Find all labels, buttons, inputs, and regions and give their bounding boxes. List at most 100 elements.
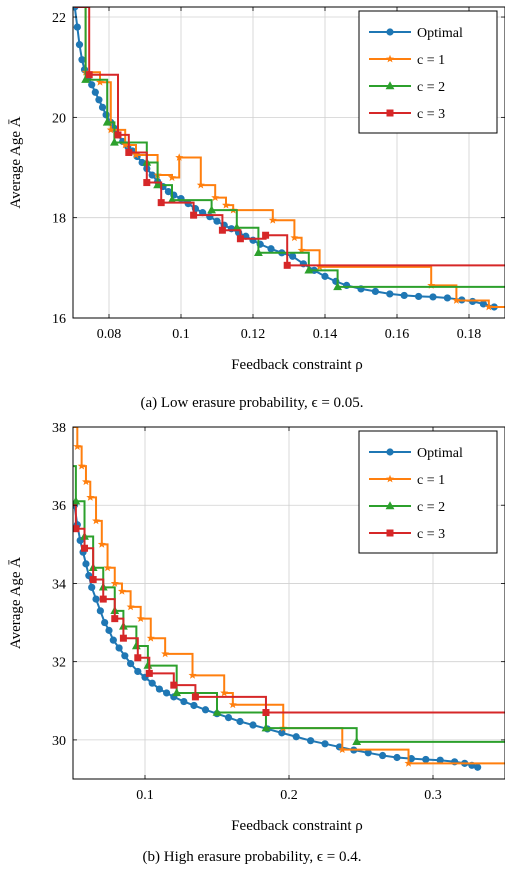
data-point-optimal [371, 287, 379, 296]
plot-area [73, 7, 505, 311]
legend-marker-c3 [386, 529, 394, 537]
chart-a: 0.08 0.1 0.12 0.14 0.16 0.18 16 18 20 22 Feedback … [8, 6, 505, 411]
series-line-c2 [74, 7, 505, 288]
axes-frame [72, 6, 505, 319]
data-point-c1 [404, 759, 413, 767]
x-tick-label: 0.1 [172, 327, 190, 342]
data-point-c2 [352, 737, 362, 746]
legend-label: c = 3 [417, 527, 445, 542]
data-point-optimal [415, 292, 423, 301]
data-point-c3 [134, 654, 142, 662]
data-point-c1 [86, 493, 95, 501]
data-point-optimal [105, 626, 113, 634]
data-point-c1 [188, 671, 197, 679]
data-point-c1 [222, 200, 230, 209]
chart-b: 0.1 0.2 0.3 30 32 34 36 38 Feedback constraint ρ… [8, 421, 505, 865]
data-point-optimal [155, 685, 163, 693]
data-point-optimal [88, 81, 96, 89]
legend-marker-c3 [386, 109, 394, 117]
data-point-optimal [206, 213, 214, 221]
x-axis-label: Feedback constraint ρ [231, 818, 363, 834]
data-point-c2 [172, 688, 182, 697]
legend-label: c = 2 [417, 80, 445, 95]
data-point-c2 [261, 723, 271, 732]
data-point-optimal [134, 667, 142, 676]
data-point-c3 [85, 71, 93, 79]
data-point-c2 [333, 282, 342, 291]
legend-marker-c2 [385, 501, 395, 510]
data-point-c3 [145, 669, 153, 677]
data-point-optimal [429, 293, 437, 301]
data-point-c3 [218, 226, 226, 234]
y-tick-label: 18 [52, 212, 66, 227]
figure-caption: (a) Low erasure probability, ϵ = 0.05. [140, 395, 363, 411]
data-point-c1 [297, 246, 306, 254]
x-tick-label: 0.18 [457, 327, 482, 342]
data-point-c1 [73, 442, 82, 450]
legend-label: Optimal [417, 26, 463, 41]
x-axis-label: Feedback constraint ρ [231, 357, 363, 373]
data-point-optimal [92, 595, 100, 603]
y-tick-label: 16 [52, 312, 66, 327]
data-point-optimal [307, 737, 315, 745]
data-point-c2 [73, 496, 81, 505]
data-point-optimal [267, 245, 275, 253]
data-point-c1 [452, 296, 461, 304]
data-point-c1 [220, 688, 229, 697]
data-point-optimal [443, 294, 451, 302]
data-point-optimal [393, 753, 401, 762]
y-tick-label: 38 [52, 421, 66, 436]
data-point-c1 [96, 78, 104, 86]
y-tick-label: 32 [52, 656, 66, 671]
legend: Optimal c = 1 c = 2 c = 3 [358, 430, 498, 554]
y-tick-label: 36 [52, 499, 66, 514]
data-point-c3 [262, 709, 270, 717]
x-tick-label: 0.08 [97, 327, 122, 342]
data-point-c2 [81, 74, 90, 83]
data-point-optimal [386, 290, 394, 298]
data-point-optimal [91, 88, 99, 96]
data-point-c1 [117, 587, 126, 595]
data-point-optimal [201, 706, 210, 714]
data-point-optimal [474, 763, 482, 771]
legend-label: c = 1 [417, 53, 445, 68]
data-point-optimal [88, 583, 96, 591]
data-point-optimal [190, 701, 198, 710]
data-point-c3 [236, 235, 244, 243]
x-tick-label: 0.2 [280, 788, 298, 803]
data-point-c1 [97, 540, 106, 548]
data-point-optimal [180, 697, 188, 706]
data-point-optimal [148, 171, 156, 179]
data-point-c3 [73, 525, 80, 533]
y-tick-label: 20 [52, 111, 66, 126]
data-point-optimal [127, 660, 135, 668]
data-point-c3 [143, 179, 151, 187]
data-point-optimal [379, 751, 387, 760]
data-point-optimal [364, 749, 372, 757]
y-axis-label: Average Age Ā [8, 557, 24, 649]
data-point-optimal [115, 644, 123, 652]
data-point-optimal [278, 729, 286, 737]
data-point-c3 [81, 544, 89, 552]
data-point-optimal [109, 636, 117, 644]
data-point-c1 [81, 477, 90, 486]
data-point-c1 [315, 262, 324, 271]
data-point-optimal [224, 713, 233, 722]
legend-marker-optimal [386, 28, 394, 36]
data-point-optimal [321, 272, 329, 280]
data-point-c2 [167, 195, 177, 204]
data-point-c2 [254, 247, 263, 256]
data-point-c1 [268, 215, 277, 224]
data-point-c2 [212, 707, 222, 716]
data-point-optimal [299, 260, 307, 268]
x-tick-label: 0.16 [385, 327, 410, 342]
data-point-optimal [101, 618, 109, 627]
x-tick-label: 0.12 [241, 327, 266, 342]
data-point-optimal [95, 96, 103, 104]
data-point-c3 [89, 576, 97, 584]
data-point-c1 [106, 125, 115, 134]
data-point-c1 [77, 461, 86, 470]
legend-label: c = 1 [417, 473, 445, 488]
data-point-c1 [126, 602, 135, 611]
